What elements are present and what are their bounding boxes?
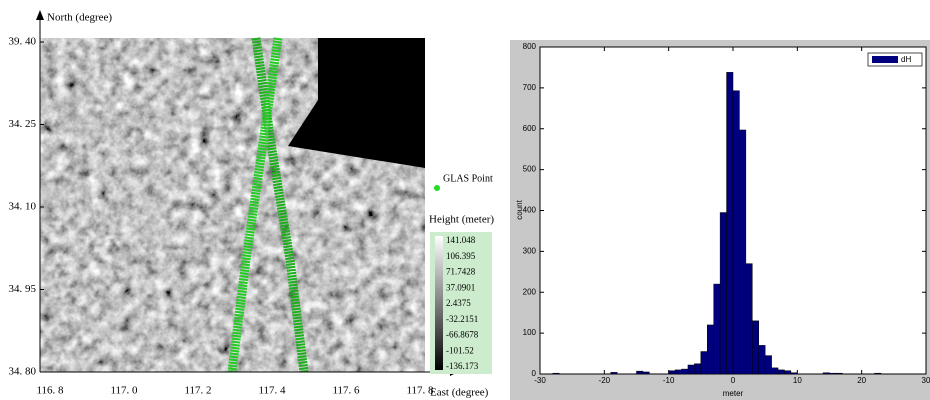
map-panel: North (degree) East (degree) GLAS Point …	[36, 10, 494, 399]
page: North (degree) East (degree) GLAS Point …	[0, 0, 930, 400]
bar	[707, 325, 713, 374]
x-tick-label: 0	[731, 376, 736, 385]
bar	[765, 356, 771, 374]
bar	[739, 130, 745, 374]
x-axis-label: meter	[723, 389, 744, 398]
bar	[875, 373, 881, 374]
bar	[772, 368, 778, 374]
bar	[733, 91, 739, 374]
x-tick-label: 116. 8	[36, 385, 64, 397]
bar	[553, 373, 559, 374]
bar	[823, 373, 829, 374]
y-tick-label: 600	[523, 124, 537, 133]
colorbar-tick-label: -66.8678	[446, 330, 479, 340]
colorbar-tick-label: -101.52	[446, 345, 474, 355]
colorbar-tick-label: 141.048	[446, 235, 476, 245]
bar	[778, 370, 784, 374]
bar	[752, 321, 758, 374]
y-tick-label: 34. 10	[9, 201, 37, 213]
y-tick-label: 400	[523, 206, 537, 215]
y-tick-label: 34. 80	[9, 366, 37, 378]
y-tick-label: 300	[523, 246, 537, 255]
bar	[611, 372, 617, 374]
bar	[836, 373, 842, 374]
bar	[688, 365, 694, 374]
y-tick-label: 100	[523, 328, 537, 337]
y-tick-label: 0	[532, 369, 537, 378]
y-tick-label: 700	[523, 83, 537, 92]
figure: North (degree) East (degree) GLAS Point …	[0, 0, 930, 400]
x-tick-label: 117. 2	[184, 385, 211, 397]
bar	[791, 373, 797, 374]
y-tick-label: 34. 95	[9, 283, 37, 295]
y-tick-label: 34. 25	[9, 118, 37, 130]
bar	[682, 369, 688, 374]
x-tick-label: -10	[663, 376, 675, 385]
bar	[694, 364, 700, 374]
x-tick-label: 117. 0	[110, 385, 138, 397]
y-arrow	[36, 10, 44, 20]
marker-label: GLAS Point	[443, 173, 493, 184]
bar	[675, 370, 681, 374]
y-tick-label: 800	[523, 42, 537, 51]
x-tick-label: -20	[599, 376, 611, 385]
x-tick-label: -30	[534, 376, 546, 385]
colorbar	[435, 236, 443, 370]
colorbar-tick-label: 71.7428	[446, 267, 476, 277]
bar	[714, 284, 720, 374]
bar	[784, 371, 790, 374]
bar	[720, 213, 726, 374]
bar	[701, 352, 707, 374]
x-tick-label: 20	[857, 376, 866, 385]
bar	[746, 264, 752, 374]
colorbar-title: Height (meter)	[429, 214, 494, 226]
colorbar-tick-label: 2.4375	[446, 298, 471, 308]
colorbar-tick-label: -136.173	[446, 361, 479, 371]
colorbar-tick-label: -32.2151	[446, 314, 478, 324]
x-tick-label: 117. 6	[332, 385, 360, 397]
x-tick-label: 117. 8	[406, 385, 434, 397]
legend-swatch	[872, 56, 898, 63]
bar	[759, 345, 765, 374]
y-tick-label: 500	[523, 165, 537, 174]
bar	[643, 372, 649, 374]
x-tick-label: 30	[922, 376, 930, 385]
y-tick-label: 200	[523, 287, 537, 296]
y-tick-label: 39. 40	[9, 36, 37, 48]
bar	[669, 371, 675, 374]
y-axis-label: North (degree)	[47, 12, 112, 24]
x-tick-label: 117. 4	[258, 385, 286, 397]
colorbar-tick-label: 37.0901	[446, 282, 475, 292]
colorbar-tick-label: 106.395	[446, 251, 476, 261]
bar	[637, 371, 643, 374]
legend-label: dH	[901, 55, 911, 64]
x-tick-label: 10	[793, 376, 802, 385]
bar	[727, 72, 733, 374]
bar	[830, 373, 836, 374]
x-axis-label: East (degree)	[430, 387, 489, 399]
marker-swatch	[434, 185, 440, 191]
